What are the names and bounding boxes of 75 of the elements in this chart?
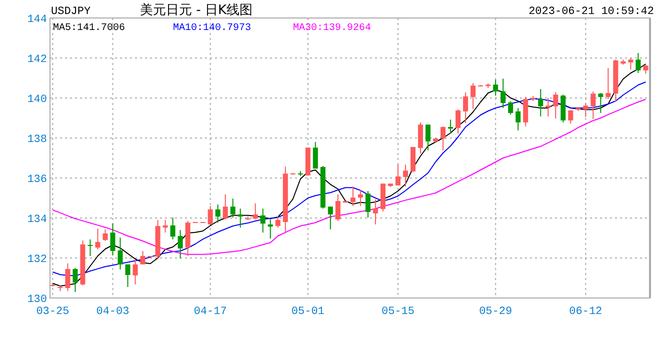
candlestick [546, 98, 551, 117]
candlestick [456, 109, 461, 134]
candlestick [118, 237, 123, 270]
y-tick-label: 130 [27, 294, 47, 306]
candlestick [170, 217, 176, 240]
candlestick [426, 124, 431, 151]
candlestick [470, 82, 476, 110]
candlestick [335, 194, 340, 222]
candlestick [553, 92, 558, 120]
candlestick [230, 198, 236, 218]
x-tick-label: 05-01 [291, 306, 325, 318]
candlestick [583, 102, 588, 118]
chart-subtitle: USDJPY [51, 6, 92, 18]
candlestick [440, 126, 446, 151]
candlestick [102, 228, 108, 242]
candlestick [508, 100, 514, 116]
y-tick-label: 138 [27, 134, 47, 146]
y-tick-label: 144 [27, 14, 48, 26]
y-tick-label: 140 [27, 94, 47, 106]
candlestick [260, 208, 266, 234]
x-tick-label: 06-12 [569, 306, 602, 318]
candlestick [350, 186, 356, 206]
candlestick [275, 216, 280, 228]
candlestick [65, 262, 70, 292]
candlestick [140, 250, 146, 265]
candlestick [606, 68, 611, 100]
text: MA5:141.7006 [53, 23, 126, 34]
annotation: 2023-06-21 10:59:42 [528, 6, 654, 18]
candlestick [365, 190, 370, 218]
candlestick [88, 238, 93, 256]
candlestick [372, 198, 378, 225]
chart-title: 美元日元 - 日K线图 [140, 2, 252, 18]
candlestick [418, 122, 424, 154]
text: MA30:139.9264 [293, 23, 372, 34]
candlestick [500, 78, 506, 108]
candlestick [538, 88, 544, 117]
candlestick [110, 222, 116, 256]
candlestick [162, 220, 168, 234]
y-tick-label: 134 [27, 214, 48, 226]
line-series [52, 98, 646, 255]
x-tick-label: 03-25 [36, 306, 70, 318]
candlestick [448, 119, 454, 134]
x-tick-label: 04-17 [194, 306, 227, 318]
y-tick-label: 136 [27, 174, 47, 186]
candlestick [312, 142, 318, 170]
x-tick-label: 04-03 [96, 306, 130, 318]
y-tick-label: 142 [27, 54, 47, 66]
y-tick-label: 132 [27, 254, 47, 266]
candlestick [598, 92, 604, 114]
candlestick [222, 194, 228, 220]
candlestick [215, 204, 220, 224]
candlestick [125, 264, 130, 288]
candlestick [328, 206, 333, 230]
candlestick [568, 110, 574, 124]
candlestick [493, 79, 498, 96]
candlestick [402, 164, 408, 187]
candlestick [590, 90, 596, 120]
candlestick [95, 228, 100, 250]
candlestick [238, 208, 243, 228]
candlestick [208, 206, 213, 225]
candlestick [516, 108, 521, 131]
candlestick [252, 202, 258, 220]
candlestick [523, 96, 528, 127]
candlestick [132, 258, 138, 285]
candlestick [178, 230, 183, 260]
x-tick-label: 05-29 [479, 306, 512, 318]
candlestick [395, 164, 400, 186]
x-tick-label: 05-15 [381, 306, 414, 318]
text: MA10:140.7973 [173, 23, 252, 34]
candlestick [72, 268, 78, 292]
candlestick [268, 218, 273, 240]
candlestick [463, 92, 468, 124]
candlestick [636, 52, 641, 74]
candlestick [358, 190, 363, 206]
candlestick [628, 58, 634, 70]
